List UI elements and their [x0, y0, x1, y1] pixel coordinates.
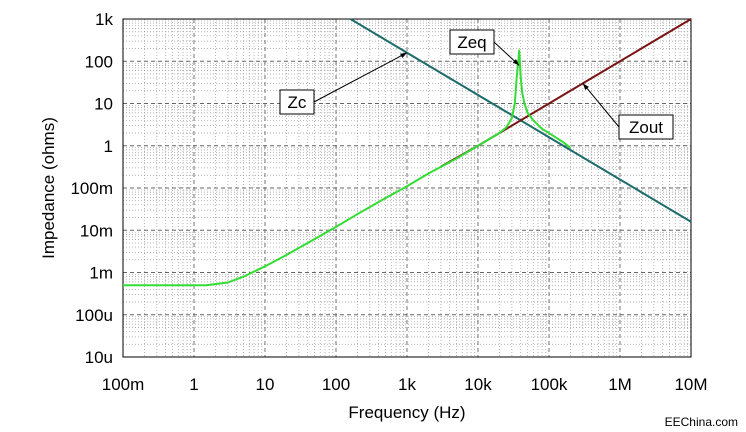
- callout-zeq: Zeq: [449, 29, 520, 66]
- callout-leader: [582, 83, 620, 128]
- x-tick-labels: 100m 1 10 100 1k 10k 100k 1M 10M: [102, 375, 708, 394]
- x-axis-label: Frequency (Hz): [348, 403, 465, 422]
- y-tick-label: 10u: [85, 348, 113, 367]
- y-tick-label: 100u: [75, 306, 113, 325]
- callout-label: Zc: [288, 93, 307, 112]
- plot-frame: [122, 18, 692, 358]
- x-tick-label: 10M: [674, 375, 707, 394]
- annotation-layer: Zc Zeq Zout: [279, 29, 674, 140]
- callout-arrowhead: [512, 59, 520, 66]
- y-tick-label: 100: [85, 52, 113, 71]
- callout-label: Zeq: [457, 33, 486, 52]
- callout-box: [449, 29, 495, 55]
- callout-zout: Zout: [582, 83, 674, 140]
- y-axis-label: Impedance (ohms): [39, 117, 58, 259]
- y-tick-label: 100m: [70, 179, 113, 198]
- series-layer: [123, 18, 692, 287]
- series-line-zeq: [123, 49, 571, 287]
- x-tick-label: 1: [189, 375, 198, 394]
- y-tick-labels: 1k 100 10 1 100m 10m 1m 100u 10u: [70, 10, 113, 367]
- callout-arrowhead: [582, 83, 589, 90]
- series-line-zc: [349, 18, 692, 223]
- callout-arrowhead: [400, 52, 407, 58]
- y-tick-label: 1: [104, 137, 113, 156]
- y-tick-label: 1k: [95, 10, 113, 29]
- x-tick-label: 10k: [464, 375, 492, 394]
- x-tick-label: 100: [322, 375, 350, 394]
- y-tick-label: 1m: [89, 264, 113, 283]
- x-tick-label: 100k: [531, 375, 568, 394]
- watermark-text: EEChina.com: [665, 415, 738, 429]
- x-tick-label: 1M: [608, 375, 632, 394]
- x-tick-label: 1k: [398, 375, 416, 394]
- callout-box: [618, 114, 674, 140]
- x-tick-label: 100m: [102, 375, 145, 394]
- callout-zc: Zc: [279, 52, 408, 115]
- callout-leader: [313, 52, 408, 103]
- y-tick-label: 10m: [80, 221, 113, 240]
- callout-label: Zout: [629, 118, 663, 137]
- x-tick-label: 10: [256, 375, 275, 394]
- y-tick-label: 10: [94, 95, 113, 114]
- callout-box: [279, 89, 315, 115]
